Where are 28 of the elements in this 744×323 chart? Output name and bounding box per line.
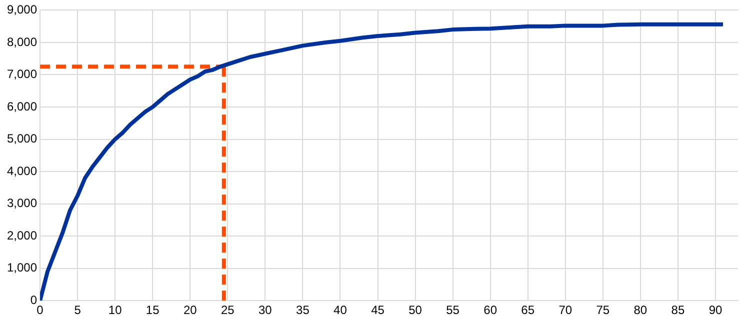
x-tick-label: 20 xyxy=(183,303,198,318)
x-tick-label: 5 xyxy=(74,303,82,318)
x-tick-label: 75 xyxy=(596,303,610,318)
x-tick-label: 90 xyxy=(708,303,722,318)
y-tick-label: 9,000 xyxy=(7,2,38,17)
y-tick-label: 4,000 xyxy=(7,164,38,178)
x-tick-label: 45 xyxy=(371,303,385,318)
x-tick-label: 35 xyxy=(296,303,310,318)
x-tick-label: 40 xyxy=(334,303,348,318)
x-tick-label: 65 xyxy=(521,303,535,318)
x-tick-label: 70 xyxy=(558,303,572,318)
x-tick-label: 60 xyxy=(484,303,498,318)
y-tick-label: 1,000 xyxy=(7,260,38,275)
x-tick-label: 25 xyxy=(220,303,235,318)
x-tick-label: 80 xyxy=(634,303,648,318)
y-tick-label: 2,000 xyxy=(7,228,38,242)
y-tick-label: 8,000 xyxy=(7,34,38,49)
y-tick-label: 5,000 xyxy=(7,132,38,146)
y-tick-label: 0 xyxy=(30,292,38,307)
y-tick-label: 6,000 xyxy=(7,99,38,114)
x-tick-label: 85 xyxy=(671,303,685,318)
x-tick-label: 55 xyxy=(446,303,460,318)
x-tick-label: 50 xyxy=(408,303,422,318)
x-tick-label: 30 xyxy=(258,303,272,318)
x-tick-label: 15 xyxy=(146,303,160,318)
x-tick-label: 10 xyxy=(108,303,122,318)
y-tick-label: 7,000 xyxy=(7,67,38,82)
y-tick-label: 3,000 xyxy=(7,196,38,210)
